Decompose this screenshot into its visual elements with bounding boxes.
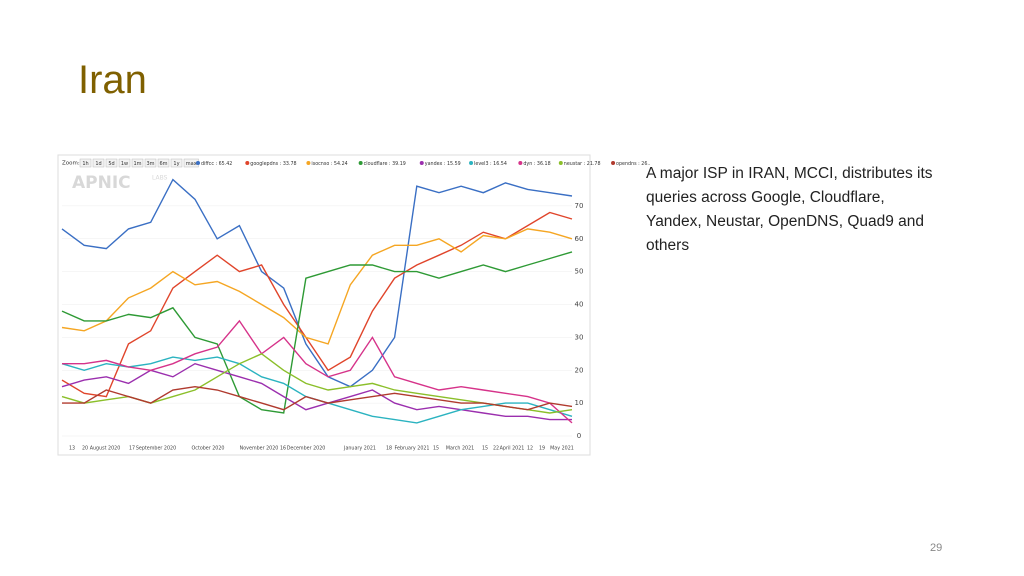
y-tick-label: 40: [575, 301, 584, 309]
chart-frame: [57, 154, 591, 456]
x-tick-label: 16: [280, 446, 286, 452]
x-tick-label: April 2021: [500, 446, 525, 452]
series-line: [61, 178, 573, 388]
x-tick-label: 12: [527, 446, 533, 452]
zoom-button[interactable]: [144, 158, 157, 168]
y-tick-label: 30: [575, 333, 584, 341]
zoom-button-label[interactable]: 1m: [133, 161, 141, 167]
slide-body: A major ISP in IRAN, MCCI, distributes i…: [646, 162, 986, 258]
y-tick-label: 0: [577, 432, 581, 440]
legend-marker: [245, 161, 250, 165]
series-line: [61, 362, 572, 421]
zoom-button-label[interactable]: 6m: [159, 161, 167, 167]
y-tick-label: 50: [575, 268, 584, 276]
x-tick-label: November 2020: [240, 446, 279, 452]
legend-label: cloudflare : 39.19: [364, 161, 406, 167]
series-line: [61, 211, 573, 398]
zoom-button[interactable]: [118, 158, 131, 168]
legend-label: diffcc : 65.42: [201, 161, 232, 167]
series-line: [62, 385, 573, 411]
legend-marker: [419, 161, 424, 165]
body-line: others: [646, 237, 690, 254]
x-tick-label: 15: [482, 446, 488, 452]
legend-label: yandex : 15.59: [425, 161, 461, 167]
x-tick-label: 15: [433, 446, 439, 452]
legend-label: dyn : 36.18: [523, 161, 550, 167]
slide-title: Iran: [78, 58, 147, 102]
x-tick-label: 18: [386, 446, 392, 452]
zoom-label: Zoom:: [62, 161, 80, 167]
zoom-button[interactable]: [170, 158, 183, 168]
legend-marker: [306, 161, 311, 165]
zoom-button[interactable]: [79, 158, 92, 168]
body-line: Yandex, Neustar, OpenDNS, Quad9 and: [646, 213, 925, 230]
x-tick-label: January 2021: [343, 446, 376, 452]
legend-label: isocnso : 54.24: [311, 161, 347, 167]
legend-marker: [611, 161, 616, 165]
x-tick-label: 22: [493, 446, 499, 452]
zoom-button-label[interactable]: 1d: [95, 161, 101, 167]
x-tick-label: 20: [82, 446, 88, 452]
zoom-button[interactable]: [157, 158, 170, 168]
series-line: [61, 251, 573, 414]
x-tick-label: 17: [129, 446, 135, 452]
zoom-button-label[interactable]: 5d: [108, 161, 114, 167]
zoom-button-label[interactable]: 1y: [173, 161, 179, 167]
x-tick-label: March 2021: [446, 446, 474, 452]
legend-marker: [518, 161, 523, 165]
legend-label: neustar : 21.78: [564, 161, 601, 167]
x-tick-label: 13: [69, 446, 75, 452]
legend-label: level3 : 16.54: [474, 161, 507, 167]
legend-marker: [469, 161, 474, 165]
legend-label: googlepdns : 33.78: [250, 161, 296, 167]
zoom-button[interactable]: [131, 158, 144, 168]
logo: APNIC: [72, 173, 131, 193]
y-tick-label: 70: [575, 202, 584, 210]
zoom-button[interactable]: [92, 158, 105, 168]
body-line: A major ISP in IRAN, MCCI, distributes i…: [646, 165, 933, 182]
zoom-button-label[interactable]: 1w: [121, 161, 128, 167]
series-line: [62, 319, 573, 424]
y-tick-label: 60: [575, 235, 584, 243]
body-line: queries across Google, Cloudflare,: [646, 189, 885, 206]
legend-marker: [558, 161, 563, 165]
zoom-button-label[interactable]: 3m: [146, 161, 154, 167]
legend-label: opendns : 26..: [616, 161, 650, 167]
zoom-button-label[interactable]: 1h: [82, 161, 88, 167]
x-tick-label: December 2020: [287, 446, 326, 452]
x-tick-label: February 2021: [395, 446, 430, 452]
zoom-button[interactable]: [105, 158, 118, 168]
x-tick-label: August 2020: [90, 446, 121, 452]
y-tick-label: 20: [575, 366, 584, 374]
x-tick-label: September 2020: [136, 446, 176, 452]
zoom-button-label[interactable]: max: [186, 161, 197, 167]
y-tick-label: 10: [575, 399, 584, 407]
page-number: 29: [930, 542, 943, 554]
x-tick-label: October 2020: [192, 446, 225, 452]
legend-marker: [196, 161, 200, 165]
series-line: [61, 228, 573, 345]
x-tick-label: May 2021: [550, 446, 574, 452]
logo-sub: LABS: [152, 175, 168, 182]
legend-marker: [358, 161, 363, 165]
x-tick-label: 19: [539, 446, 545, 452]
